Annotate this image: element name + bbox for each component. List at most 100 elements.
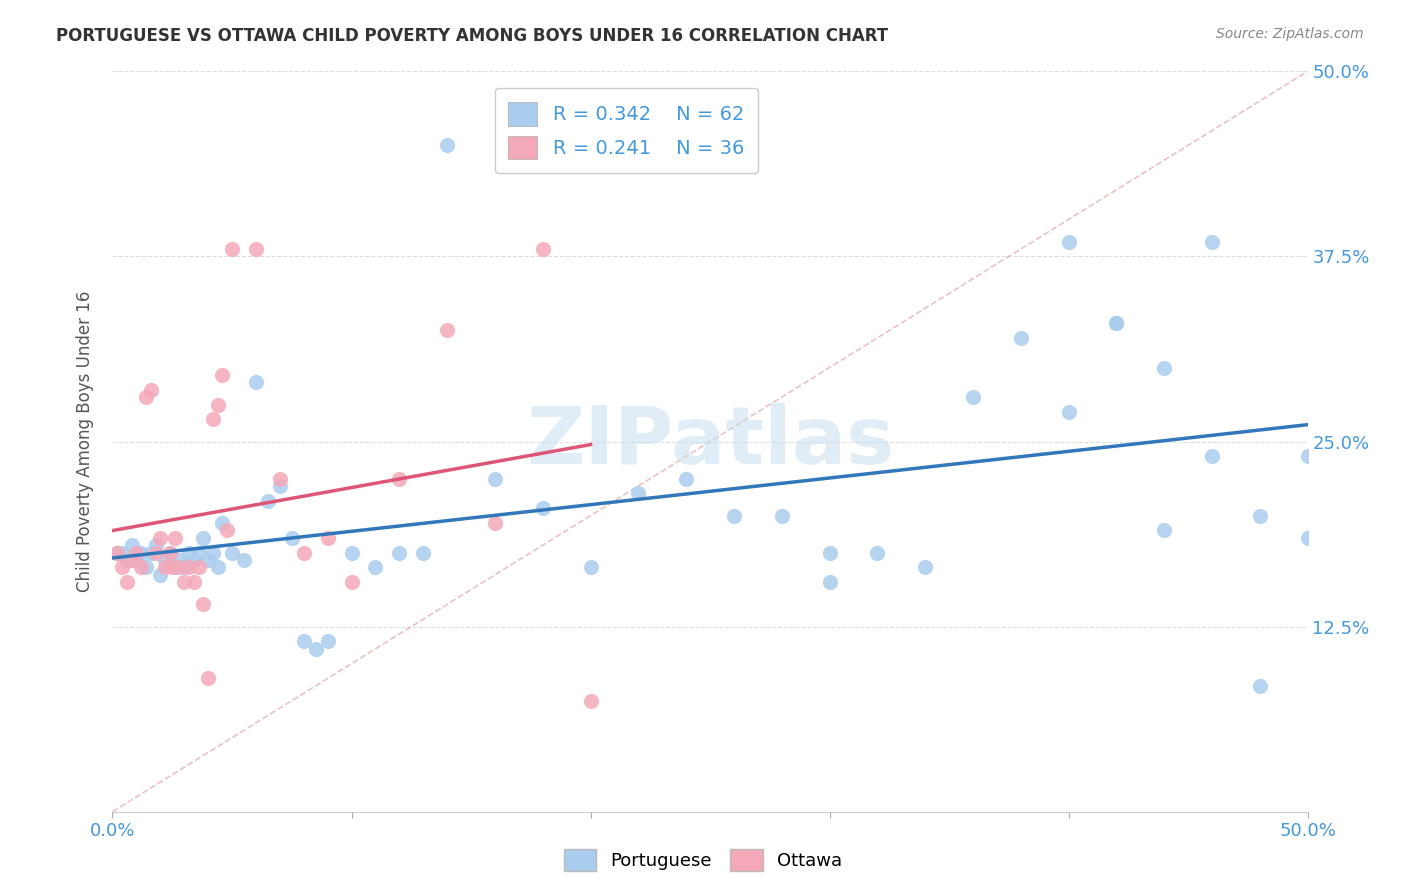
- Point: [914, 560, 936, 574]
- Point: [129, 560, 152, 574]
- Text: Source: ZipAtlas.com: Source: ZipAtlas.com: [1216, 27, 1364, 41]
- Point: [1057, 405, 1080, 419]
- Legend: R = 0.342    N = 62, R = 0.241    N = 36: R = 0.342 N = 62, R = 0.241 N = 36: [495, 88, 758, 173]
- Point: [139, 546, 162, 560]
- Text: ZIPatlas: ZIPatlas: [526, 402, 894, 481]
- Point: [1296, 531, 1319, 545]
- Point: [115, 575, 138, 590]
- Point: [177, 560, 200, 574]
- Point: [1201, 450, 1223, 464]
- Point: [484, 471, 506, 485]
- Point: [201, 412, 224, 426]
- Point: [269, 471, 291, 485]
- Point: [211, 516, 233, 530]
- Point: [436, 138, 458, 153]
- Point: [125, 553, 148, 567]
- Point: [173, 575, 195, 590]
- Point: [221, 242, 243, 256]
- Point: [159, 546, 181, 560]
- Point: [149, 567, 172, 582]
- Point: [149, 531, 172, 545]
- Point: [135, 560, 157, 574]
- Point: [111, 560, 134, 574]
- Point: [125, 546, 148, 560]
- Point: [1105, 316, 1128, 330]
- Point: [173, 560, 195, 574]
- Point: [1296, 450, 1319, 464]
- Point: [1057, 235, 1080, 249]
- Point: [770, 508, 793, 523]
- Point: [187, 546, 209, 560]
- Point: [159, 546, 181, 560]
- Point: [723, 508, 745, 523]
- Point: [281, 531, 304, 545]
- Point: [177, 546, 200, 560]
- Point: [818, 546, 841, 560]
- Point: [187, 560, 209, 574]
- Point: [340, 546, 363, 560]
- Legend: Portuguese, Ottawa: Portuguese, Ottawa: [557, 842, 849, 879]
- Point: [340, 575, 363, 590]
- Point: [292, 546, 315, 560]
- Point: [962, 390, 984, 404]
- Point: [245, 242, 267, 256]
- Point: [388, 546, 411, 560]
- Point: [1105, 316, 1128, 330]
- Point: [388, 471, 411, 485]
- Point: [1249, 679, 1271, 693]
- Point: [193, 531, 215, 545]
- Point: [1249, 508, 1271, 523]
- Point: [163, 560, 186, 574]
- Point: [162, 560, 183, 574]
- Point: [169, 560, 191, 574]
- Point: [121, 553, 143, 567]
- Point: [211, 368, 233, 382]
- Point: [1153, 360, 1175, 375]
- Point: [207, 560, 229, 574]
- Point: [153, 560, 176, 574]
- Point: [207, 398, 229, 412]
- Point: [579, 694, 602, 708]
- Point: [145, 538, 167, 552]
- Point: [316, 634, 339, 648]
- Point: [121, 538, 143, 552]
- Point: [484, 516, 506, 530]
- Point: [163, 531, 186, 545]
- Point: [436, 324, 458, 338]
- Point: [245, 376, 267, 390]
- Point: [197, 553, 219, 567]
- Point: [531, 242, 554, 256]
- Point: [364, 560, 387, 574]
- Point: [305, 641, 328, 656]
- Point: [818, 575, 841, 590]
- Point: [221, 546, 243, 560]
- Point: [1010, 331, 1032, 345]
- Point: [111, 546, 134, 560]
- Point: [193, 598, 215, 612]
- Point: [627, 486, 650, 500]
- Point: [183, 575, 205, 590]
- Point: [129, 546, 152, 560]
- Point: [115, 553, 138, 567]
- Point: [183, 553, 205, 567]
- Point: [269, 479, 291, 493]
- Point: [105, 546, 128, 560]
- Point: [217, 524, 239, 538]
- Point: [1153, 524, 1175, 538]
- Point: [866, 546, 889, 560]
- Point: [169, 553, 191, 567]
- Point: [1201, 235, 1223, 249]
- Point: [316, 531, 339, 545]
- Point: [412, 546, 434, 560]
- Point: [579, 560, 602, 574]
- Point: [105, 546, 128, 560]
- Point: [201, 546, 224, 560]
- Y-axis label: Child Poverty Among Boys Under 16: Child Poverty Among Boys Under 16: [76, 291, 94, 592]
- Point: [257, 493, 280, 508]
- Point: [675, 471, 697, 485]
- Point: [233, 553, 256, 567]
- Point: [531, 501, 554, 516]
- Point: [139, 383, 162, 397]
- Point: [145, 546, 167, 560]
- Point: [135, 390, 157, 404]
